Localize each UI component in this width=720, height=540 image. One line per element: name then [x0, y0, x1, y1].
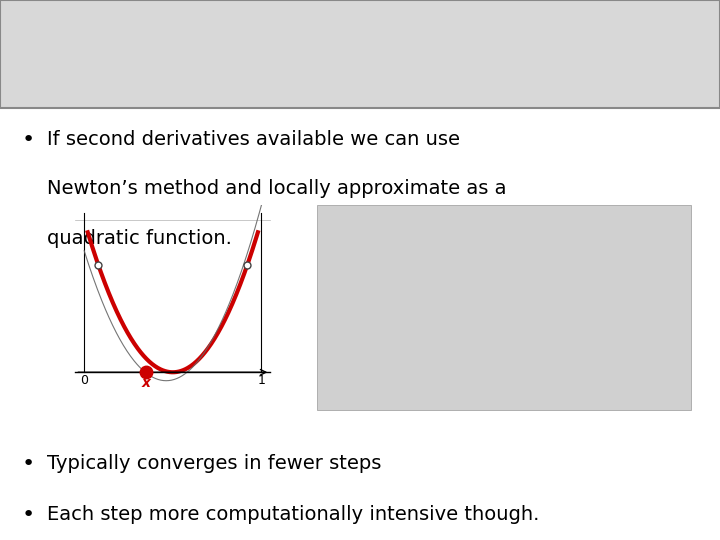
Text: •: • — [22, 130, 35, 150]
Text: Optimization: Optimization — [259, 67, 461, 95]
Text: Newton’s method and locally approximate as a: Newton’s method and locally approximate … — [47, 179, 506, 198]
Text: Typically converges in fewer steps: Typically converges in fewer steps — [47, 454, 381, 472]
Text: 1: 1 — [258, 374, 266, 387]
Text: If second derivatives available we can use: If second derivatives available we can u… — [47, 130, 460, 148]
Text: quadratic function.: quadratic function. — [47, 229, 232, 248]
Text: Iterative Refinement in Continuous: Iterative Refinement in Continuous — [84, 18, 636, 46]
Text: Each step more computationally intensive though.: Each step more computationally intensive… — [47, 505, 539, 524]
Text: •: • — [22, 505, 35, 525]
Text: •: • — [22, 454, 35, 474]
Text: 0: 0 — [80, 374, 88, 387]
Text: x: x — [142, 376, 150, 390]
